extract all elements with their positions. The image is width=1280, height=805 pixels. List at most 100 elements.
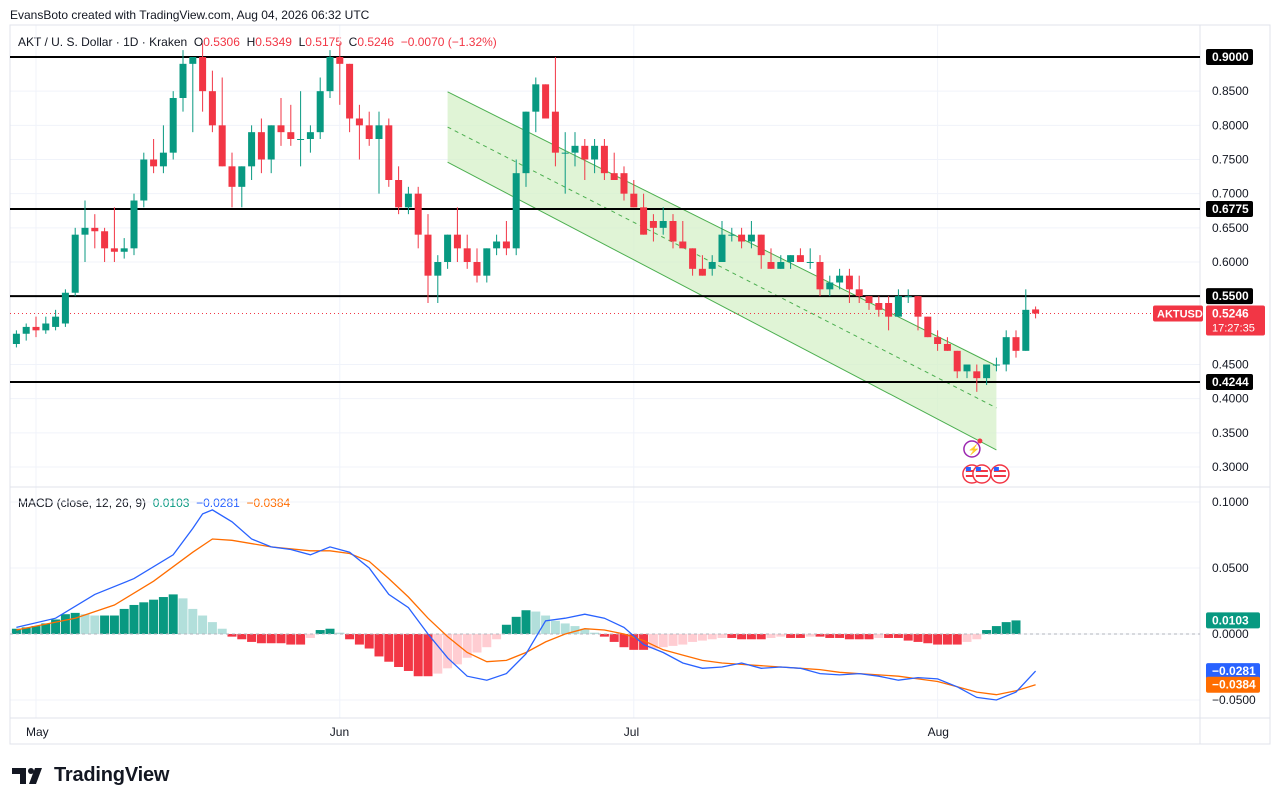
macd-histogram-bar [639, 634, 649, 650]
candle-body [1002, 337, 1010, 365]
macd-histogram-bar [80, 614, 90, 634]
macd-histogram-bar [923, 634, 933, 644]
candle-body [708, 262, 716, 269]
macd-histogram-bar [158, 597, 168, 634]
macd-histogram-bar [942, 634, 952, 645]
macd-histogram-bar [305, 634, 315, 638]
macd-histogram-bar [884, 634, 894, 638]
candle-body [453, 234, 461, 249]
macd-histogram-bar [805, 634, 815, 637]
candle-body [336, 57, 344, 64]
candle-body [738, 234, 746, 242]
macd-histogram-bar [237, 634, 247, 640]
candle-body [61, 292, 69, 324]
macd-histogram-bar [815, 634, 825, 637]
price-tick-label: 0.7500 [1212, 153, 1249, 167]
lightning-icon-glyph: ⚡ [968, 443, 980, 456]
candle-body [816, 262, 824, 290]
candle-body [973, 371, 981, 379]
us-flag-event-icon [990, 464, 1010, 484]
macd-histogram-bar [198, 615, 208, 634]
candle-body [208, 91, 216, 126]
macd-histogram-bar [756, 634, 766, 640]
candle-body [238, 166, 246, 187]
macd-histogram-bar [354, 634, 364, 645]
macd-histogram-bar [325, 628, 335, 634]
candle-body [483, 248, 491, 276]
candle-body [640, 207, 648, 235]
candle-body [71, 234, 79, 293]
symbol-legend: AKT / U. S. Dollar · 1D · Kraken O0.5306… [18, 35, 497, 49]
candle-body [581, 145, 589, 160]
candle-body [169, 98, 177, 153]
macd-histogram-bar [335, 632, 345, 634]
macd-histogram-bar [433, 634, 443, 674]
legend-open: 0.5306 [203, 35, 240, 49]
macd-histogram-bar [364, 634, 374, 649]
macd-histogram-bar [217, 628, 227, 634]
time-label: Jun [330, 725, 349, 739]
candle-body [836, 275, 844, 283]
legend-change: −0.0070 (−1.32%) [400, 35, 497, 49]
tradingview-logo-text: TradingView [54, 764, 170, 786]
macd-tick-label: 0.1000 [1212, 495, 1249, 509]
macd-histogram-bar [276, 634, 286, 644]
candle-body [218, 125, 226, 167]
candle-body [953, 350, 961, 372]
macd-title[interactable]: MACD (close, 12, 26, 9) [18, 496, 147, 510]
macd-histogram-bar [296, 634, 306, 645]
legend-symbol[interactable]: AKT / U. S. Dollar · 1D · Kraken [18, 35, 188, 49]
candle-body [571, 145, 579, 153]
macd-histogram-bar [590, 632, 600, 634]
tradingview-logo[interactable]: TradingView [12, 764, 169, 787]
candle-body [934, 337, 942, 344]
macd-histogram-bar [609, 634, 619, 642]
macd-histogram-bar [933, 634, 943, 645]
macd-histogram-bar [521, 610, 531, 634]
macd-histogram-bar [795, 634, 805, 638]
candle-body [1032, 309, 1040, 314]
macd-line-tag: −0.0281 [1212, 664, 1256, 678]
legend-open-label: O [193, 35, 204, 49]
candle-body [620, 173, 628, 194]
macd-histogram-bar [109, 615, 119, 634]
candle-body [610, 173, 618, 180]
candle-body [679, 241, 687, 249]
candle-body [228, 166, 236, 187]
candle-body [130, 200, 138, 249]
candle-body [542, 84, 550, 119]
time-label: Aug [928, 725, 949, 739]
macd-histogram-bar [178, 598, 188, 634]
candle-body [365, 125, 373, 139]
legend-close: 0.5246 [357, 35, 395, 49]
time-axis: May Jun Jul Aug [26, 725, 949, 739]
candle-body [845, 275, 853, 290]
candles [12, 43, 1040, 392]
macd-tick-label: 0.0000 [1212, 627, 1249, 641]
price-tick-label: 0.8500 [1212, 84, 1249, 98]
macd-histogram-bar [403, 634, 413, 671]
macd-signal-tag-bg [1206, 676, 1260, 693]
candle-body [875, 303, 883, 310]
candle-body [659, 221, 667, 228]
candle-body [963, 364, 971, 372]
candle-body [894, 296, 902, 317]
candle-body [150, 159, 158, 167]
macd-histogram-bar [619, 634, 629, 648]
us-flag-canton [993, 467, 999, 471]
chart-frame [9, 24, 1271, 745]
macd-histogram-bar [452, 634, 462, 665]
macd-histogram-bar [1011, 620, 1021, 634]
candle-body [1022, 309, 1030, 351]
candle-body [424, 234, 432, 276]
candle-body [316, 91, 324, 133]
candle-body [120, 248, 128, 252]
macd-histogram-bar [21, 627, 31, 634]
candle-body [179, 63, 187, 98]
candle-body [904, 296, 912, 298]
macd-histogram-bar [374, 634, 384, 657]
macd-histogram-bar [462, 634, 472, 658]
price-tick-label: 0.6000 [1212, 255, 1249, 269]
candle-body [493, 241, 501, 249]
